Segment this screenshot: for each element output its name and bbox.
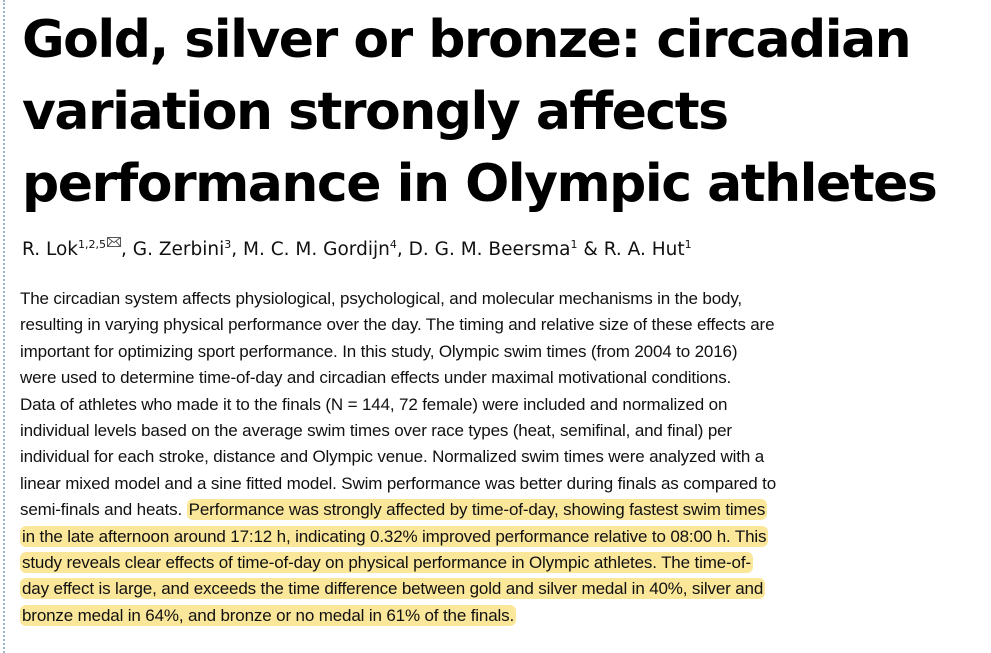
abstract-line: resulting in varying physical performanc… <box>20 312 982 338</box>
author[interactable]: M. C. M. Gordijn4 <box>243 239 397 260</box>
author[interactable]: D. G. M. Beersma1 <box>409 239 578 260</box>
abstract-line: individual for each stroke, distance and… <box>20 444 982 470</box>
author-affiliation: 1,2,5 <box>77 238 106 251</box>
author-separator: & <box>577 239 604 260</box>
highlighted-text[interactable]: Performance was strongly affected by tim… <box>186 499 768 521</box>
author-separator: , <box>120 239 133 260</box>
author-name: M. C. M. Gordijn <box>243 239 390 260</box>
abstract-line: day effect is large, and exceeds the tim… <box>20 576 982 602</box>
author-affiliation: 1 <box>684 238 692 251</box>
abstract-text: Data of athletes who made it to the fina… <box>20 394 728 414</box>
abstract-text: linear mixed model and a sine fitted mod… <box>20 473 777 493</box>
abstract-line: important for optimizing sport performan… <box>20 339 982 365</box>
author-affiliation: 3 <box>224 238 232 251</box>
title-line: performance in Olympic athletes <box>22 154 938 214</box>
abstract-line: were used to determine time-of-day and c… <box>20 365 982 391</box>
abstract-text: The circadian system affects physiologic… <box>20 289 742 308</box>
paper-title: Gold, silver or bronze: circadian variat… <box>22 4 982 220</box>
abstract-line: study reveals clear effects of time-of-d… <box>20 550 982 576</box>
author[interactable]: R. A. Hut1 <box>604 239 692 260</box>
abstract-line: bronze medal in 64%, and bronze or no me… <box>20 603 982 629</box>
abstract-text: individual for each stroke, distance and… <box>20 447 765 467</box>
highlighted-text[interactable]: bronze medal in 64%, and bronze or no me… <box>20 604 517 626</box>
abstract: The circadian system affects physiologic… <box>20 286 982 629</box>
author-name: D. G. M. Beersma <box>408 239 571 260</box>
title-line: Gold, silver or bronze: circadian <box>22 10 912 70</box>
author[interactable]: R. Lok1,2,5 <box>22 237 121 260</box>
author-name: G. Zerbini <box>132 239 225 260</box>
abstract-line: semi-finals and heats. Performance was s… <box>20 497 982 523</box>
author-affiliation: 1 <box>570 238 578 251</box>
author-separator: , <box>231 239 244 260</box>
title-line: variation strongly affects <box>22 82 729 142</box>
abstract-line: in the late afternoon around 17:12 h, in… <box>20 524 982 550</box>
highlighted-text[interactable]: day effect is large, and exceeds the tim… <box>20 578 766 600</box>
abstract-line: linear mixed model and a sine fitted mod… <box>20 471 982 497</box>
abstract-line: individual levels based on the average s… <box>20 418 982 444</box>
highlighted-text[interactable]: study reveals clear effects of time-of-d… <box>20 552 753 574</box>
abstract-text: important for optimizing sport performan… <box>20 341 738 361</box>
abstract-text: semi-finals and heats. <box>20 500 187 520</box>
abstract-line: The circadian system affects physiologic… <box>20 286 982 312</box>
abstract-text: individual levels based on the average s… <box>20 421 732 441</box>
author-list: R. Lok1,2,5, G. Zerbini3, M. C. M. Gordi… <box>22 235 982 265</box>
abstract-line: Data of athletes who made it to the fina… <box>20 392 982 418</box>
left-margin-rule <box>3 0 5 653</box>
highlighted-text[interactable]: in the late afternoon around 17:12 h, in… <box>20 525 769 547</box>
author-affiliation: 4 <box>389 238 397 251</box>
author-name: R. A. Hut <box>603 239 685 260</box>
author-separator: , <box>396 239 409 260</box>
abstract-text: resulting in varying physical performanc… <box>20 315 775 335</box>
abstract-text: were used to determine time-of-day and c… <box>20 368 732 388</box>
envelope-icon[interactable] <box>106 237 121 247</box>
author[interactable]: G. Zerbini3 <box>133 239 232 260</box>
author-name: R. Lok <box>22 239 78 260</box>
